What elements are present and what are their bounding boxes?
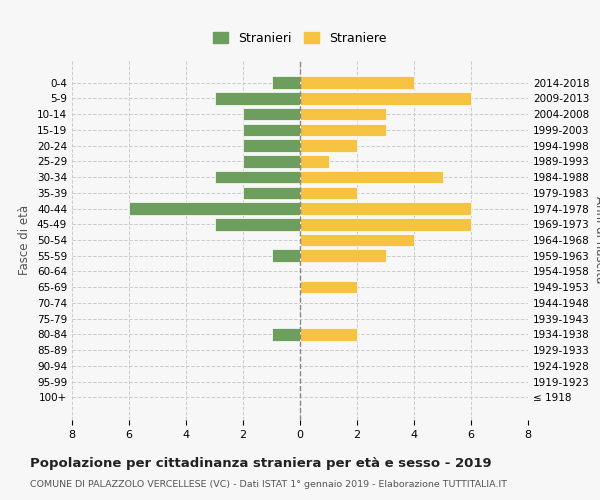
Bar	[300, 218, 471, 230]
Bar	[300, 186, 357, 199]
Legend: Stranieri, Straniere: Stranieri, Straniere	[208, 26, 392, 50]
Bar	[243, 186, 300, 199]
Bar	[300, 92, 471, 104]
Bar	[271, 250, 300, 262]
Text: COMUNE DI PALAZZOLO VERCELLESE (VC) - Dati ISTAT 1° gennaio 2019 - Elaborazione : COMUNE DI PALAZZOLO VERCELLESE (VC) - Da…	[30, 480, 507, 489]
Bar	[215, 92, 300, 104]
Y-axis label: Fasce di età: Fasce di età	[19, 205, 31, 275]
Bar	[300, 108, 386, 120]
Bar	[300, 328, 357, 340]
Bar	[300, 281, 357, 293]
Bar	[300, 171, 443, 183]
Bar	[300, 234, 414, 246]
Bar	[300, 76, 414, 89]
Bar	[300, 155, 329, 168]
Text: Popolazione per cittadinanza straniera per età e sesso - 2019: Popolazione per cittadinanza straniera p…	[30, 458, 491, 470]
Bar	[243, 140, 300, 152]
Bar	[129, 202, 300, 215]
Bar	[300, 140, 357, 152]
Bar	[215, 218, 300, 230]
Bar	[271, 76, 300, 89]
Bar	[243, 155, 300, 168]
Bar	[215, 171, 300, 183]
Bar	[300, 124, 386, 136]
Bar	[243, 108, 300, 120]
Bar	[300, 250, 386, 262]
Bar	[271, 328, 300, 340]
Y-axis label: Anni di nascita: Anni di nascita	[593, 196, 600, 284]
Bar	[300, 202, 471, 215]
Bar	[243, 124, 300, 136]
